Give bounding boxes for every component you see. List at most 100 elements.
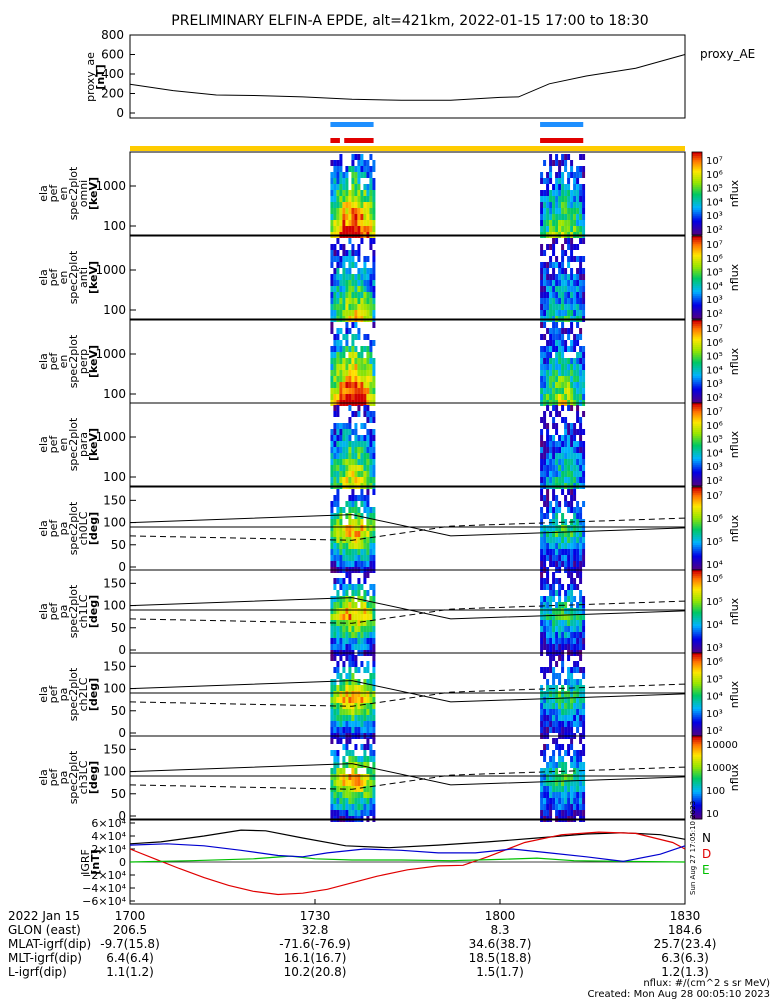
pitch-angle-cell <box>354 780 358 786</box>
pitch-angle-cell <box>345 602 349 608</box>
spectrogram-cell <box>336 250 340 256</box>
spectrogram-cell <box>363 423 367 429</box>
spectrogram-cell <box>348 364 352 370</box>
spectrogram-cell <box>366 477 370 483</box>
spectrogram-cell <box>570 238 574 244</box>
spectrogram-cell <box>360 238 364 244</box>
spectrogram-cell <box>357 184 361 190</box>
pitch-angle-cell <box>366 543 370 549</box>
pitch-angle-cell <box>564 810 568 816</box>
pitch-angle-cell <box>549 555 553 561</box>
spectrogram-cell <box>330 244 334 250</box>
pitch-angle-cell <box>561 727 565 733</box>
pitch-angle-cell <box>357 715 361 721</box>
pitch-angle-cell <box>570 798 574 804</box>
spectrogram-cell <box>348 405 352 411</box>
spectrogram-cell <box>561 382 565 388</box>
spectrogram-cell <box>567 214 571 220</box>
pitch-angle-cell <box>342 507 346 513</box>
colorbar-segment <box>692 330 702 333</box>
spectrogram-cell <box>333 184 337 190</box>
pitch-angle-cell <box>372 667 376 673</box>
colorbar-segment <box>692 388 702 392</box>
pitch-angle-cell <box>543 744 547 750</box>
spectrogram-cell <box>549 196 553 202</box>
colorbar-segment <box>692 767 702 770</box>
spectrogram-cell <box>363 202 367 208</box>
spectrogram-cell <box>546 226 550 232</box>
colorbar-segment <box>692 646 702 650</box>
colorbar-tick-label: 10² <box>706 309 723 320</box>
colorbar-label: nflux <box>728 263 741 291</box>
spectrogram-cell <box>372 166 376 172</box>
spectrogram-cell <box>342 292 346 298</box>
pitch-angle-cell <box>333 531 337 537</box>
spectrogram-cell <box>543 262 547 268</box>
spectrogram-cell <box>342 358 346 364</box>
spectrogram-cell <box>552 196 556 202</box>
spectrogram-cell <box>573 286 577 292</box>
pitch-angle-cell <box>552 762 556 768</box>
spectrogram-cell <box>339 310 343 316</box>
colorbar-segment <box>692 487 702 490</box>
spectrogram-cell <box>354 322 358 328</box>
spectrogram-cell <box>576 465 580 471</box>
spectrogram-cell <box>564 471 568 477</box>
pitch-angle-cell <box>573 691 577 697</box>
spectrogram-cell <box>372 190 376 196</box>
spectrogram-cell <box>360 364 364 370</box>
pitch-angle-cell <box>342 685 346 691</box>
igrf-series-line <box>129 855 686 863</box>
spectrogram-cell <box>366 286 370 292</box>
spectrogram-cell <box>351 364 355 370</box>
colorbar-segment <box>692 405 702 408</box>
pitch-angle-cell <box>345 709 349 715</box>
pitch-angle-cell <box>360 685 364 691</box>
spectrogram-cell <box>546 328 550 334</box>
pitch-angle-cell <box>339 555 343 561</box>
pitch-angle-cell <box>330 561 334 567</box>
spectrogram-cell <box>336 411 340 417</box>
pitch-angle-cell <box>330 632 334 638</box>
spectrogram-cell <box>567 172 571 178</box>
pitch-angle-cell <box>336 602 340 608</box>
spectrogram-cell <box>336 208 340 214</box>
pitch-angle-cell <box>339 655 343 661</box>
pitch-angle-cell <box>348 804 352 810</box>
colorbar-segment <box>692 667 702 671</box>
pitch-angle-cell <box>348 537 352 543</box>
spectrogram-cell <box>342 423 346 429</box>
footer-row-value: 8.3 <box>490 923 509 937</box>
spectrogram-cell <box>570 465 574 471</box>
spectrogram-cell <box>360 154 364 160</box>
pitch-angle-cell <box>363 798 367 804</box>
colorbar-segment <box>692 777 702 781</box>
spectrogram-cell <box>561 477 565 483</box>
footer-row-label: 2022 Jan 15 <box>8 909 80 923</box>
pitch-angle-cell <box>372 602 376 608</box>
colorbar-segment <box>692 798 702 801</box>
pitch-angle-cell <box>333 561 337 567</box>
pitch-angle-cell <box>558 744 562 750</box>
pitch-angle-cell <box>345 762 349 768</box>
spectrogram-cell <box>582 274 586 280</box>
colorbar-segment <box>692 475 702 479</box>
pitch-angle-cell <box>354 495 358 501</box>
spectrogram-cell <box>345 394 349 400</box>
pitch-angle-cell <box>540 685 544 691</box>
colorbar-segment <box>692 271 702 274</box>
pitch-angle-cell <box>549 626 553 632</box>
colorbar-segment <box>692 199 702 203</box>
pitch-angle-cell <box>366 804 370 810</box>
pitch-angle-cell <box>582 721 586 727</box>
spectrogram-cell <box>552 441 556 447</box>
pitch-angle-cell <box>555 727 559 733</box>
spectrogram-cell <box>351 394 355 400</box>
colorbar-segment <box>692 711 702 714</box>
pitch-angle-cell <box>357 632 361 638</box>
spectrogram-cell <box>582 453 586 459</box>
pitch-angle-cell <box>552 555 556 561</box>
antiloss-cone-line <box>129 683 686 707</box>
